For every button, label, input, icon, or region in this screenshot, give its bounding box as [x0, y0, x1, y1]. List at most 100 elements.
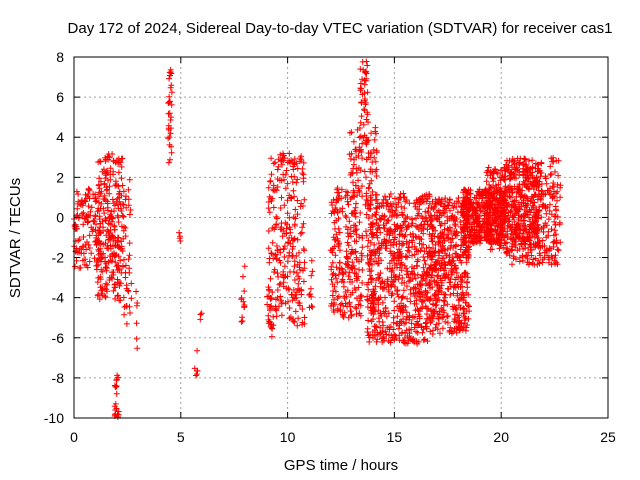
data-point	[545, 228, 552, 235]
data-point	[538, 226, 545, 232]
data-point	[293, 179, 300, 186]
data-point	[438, 200, 445, 207]
data-point	[350, 138, 357, 145]
data-point	[449, 269, 456, 276]
data-point	[116, 280, 123, 286]
data-point	[279, 161, 285, 168]
data-point	[351, 265, 358, 272]
data-point	[524, 171, 531, 178]
data-point	[483, 169, 490, 176]
data-point	[277, 151, 284, 158]
data-point	[120, 263, 126, 270]
data-point	[421, 257, 428, 264]
data-point	[476, 222, 483, 229]
data-point	[406, 326, 413, 333]
data-point	[396, 337, 403, 344]
data-point	[85, 241, 92, 248]
data-point	[333, 231, 340, 238]
data-point	[369, 188, 376, 195]
data-point	[465, 249, 471, 256]
data-point	[390, 319, 397, 326]
data-point	[509, 246, 516, 253]
data-point	[335, 215, 342, 222]
data-point	[521, 225, 528, 232]
data-point	[527, 198, 534, 205]
data-point	[514, 247, 521, 254]
data-point	[98, 200, 105, 207]
data-point	[109, 232, 116, 239]
data-point	[82, 191, 89, 198]
data-point	[529, 157, 536, 164]
data-point	[284, 159, 291, 166]
data-point	[522, 181, 529, 188]
data-point	[347, 230, 353, 237]
data-point	[296, 300, 303, 307]
data-point	[107, 227, 114, 234]
data-point	[524, 197, 531, 204]
data-point	[272, 159, 279, 166]
data-point	[351, 156, 358, 163]
data-point	[112, 281, 119, 287]
data-point	[554, 246, 561, 253]
data-point	[463, 289, 470, 296]
data-point	[372, 158, 379, 165]
data-point	[273, 313, 280, 320]
data-point	[105, 236, 112, 243]
data-point	[294, 322, 301, 329]
data-point	[347, 224, 354, 231]
data-point	[113, 390, 120, 397]
data-point	[516, 189, 523, 196]
data-point	[270, 313, 277, 320]
data-point	[198, 310, 205, 317]
data-point	[412, 275, 419, 282]
data-point	[509, 202, 516, 209]
data-point	[407, 291, 414, 297]
data-point	[291, 156, 298, 162]
data-point	[528, 246, 535, 253]
data-point	[400, 222, 406, 229]
data-point	[434, 282, 441, 289]
data-point	[356, 144, 363, 151]
data-point	[508, 170, 515, 177]
data-point	[488, 184, 495, 191]
data-point	[461, 213, 468, 220]
data-point	[408, 237, 415, 244]
data-point	[521, 161, 528, 168]
data-point	[346, 218, 353, 225]
data-point	[134, 345, 141, 352]
data-point	[300, 159, 307, 166]
data-point	[494, 210, 501, 217]
data-point	[123, 320, 130, 327]
data-point	[519, 160, 526, 167]
data-point	[535, 243, 542, 250]
data-point	[394, 303, 401, 310]
data-point	[529, 164, 536, 171]
data-point	[512, 231, 519, 238]
data-point	[106, 190, 113, 197]
data-point	[281, 243, 288, 250]
data-point	[301, 320, 308, 327]
data-point	[103, 264, 109, 271]
data-point	[197, 316, 204, 323]
data-point	[373, 277, 379, 284]
data-point	[453, 228, 460, 235]
data-point	[359, 155, 366, 162]
data-point	[97, 276, 104, 283]
data-point	[345, 273, 352, 280]
data-point	[527, 221, 534, 228]
data-point	[291, 173, 298, 180]
data-point	[356, 189, 363, 195]
data-point	[433, 266, 440, 273]
data-point	[552, 168, 558, 175]
data-point	[481, 199, 487, 206]
data-point	[267, 177, 274, 184]
data-point	[474, 202, 481, 208]
data-point	[97, 178, 104, 185]
data-point	[392, 195, 398, 202]
data-point	[519, 187, 526, 194]
data-point	[363, 196, 370, 203]
data-point	[522, 245, 529, 252]
data-point	[353, 148, 360, 155]
data-point	[364, 252, 371, 259]
data-point	[328, 303, 334, 309]
